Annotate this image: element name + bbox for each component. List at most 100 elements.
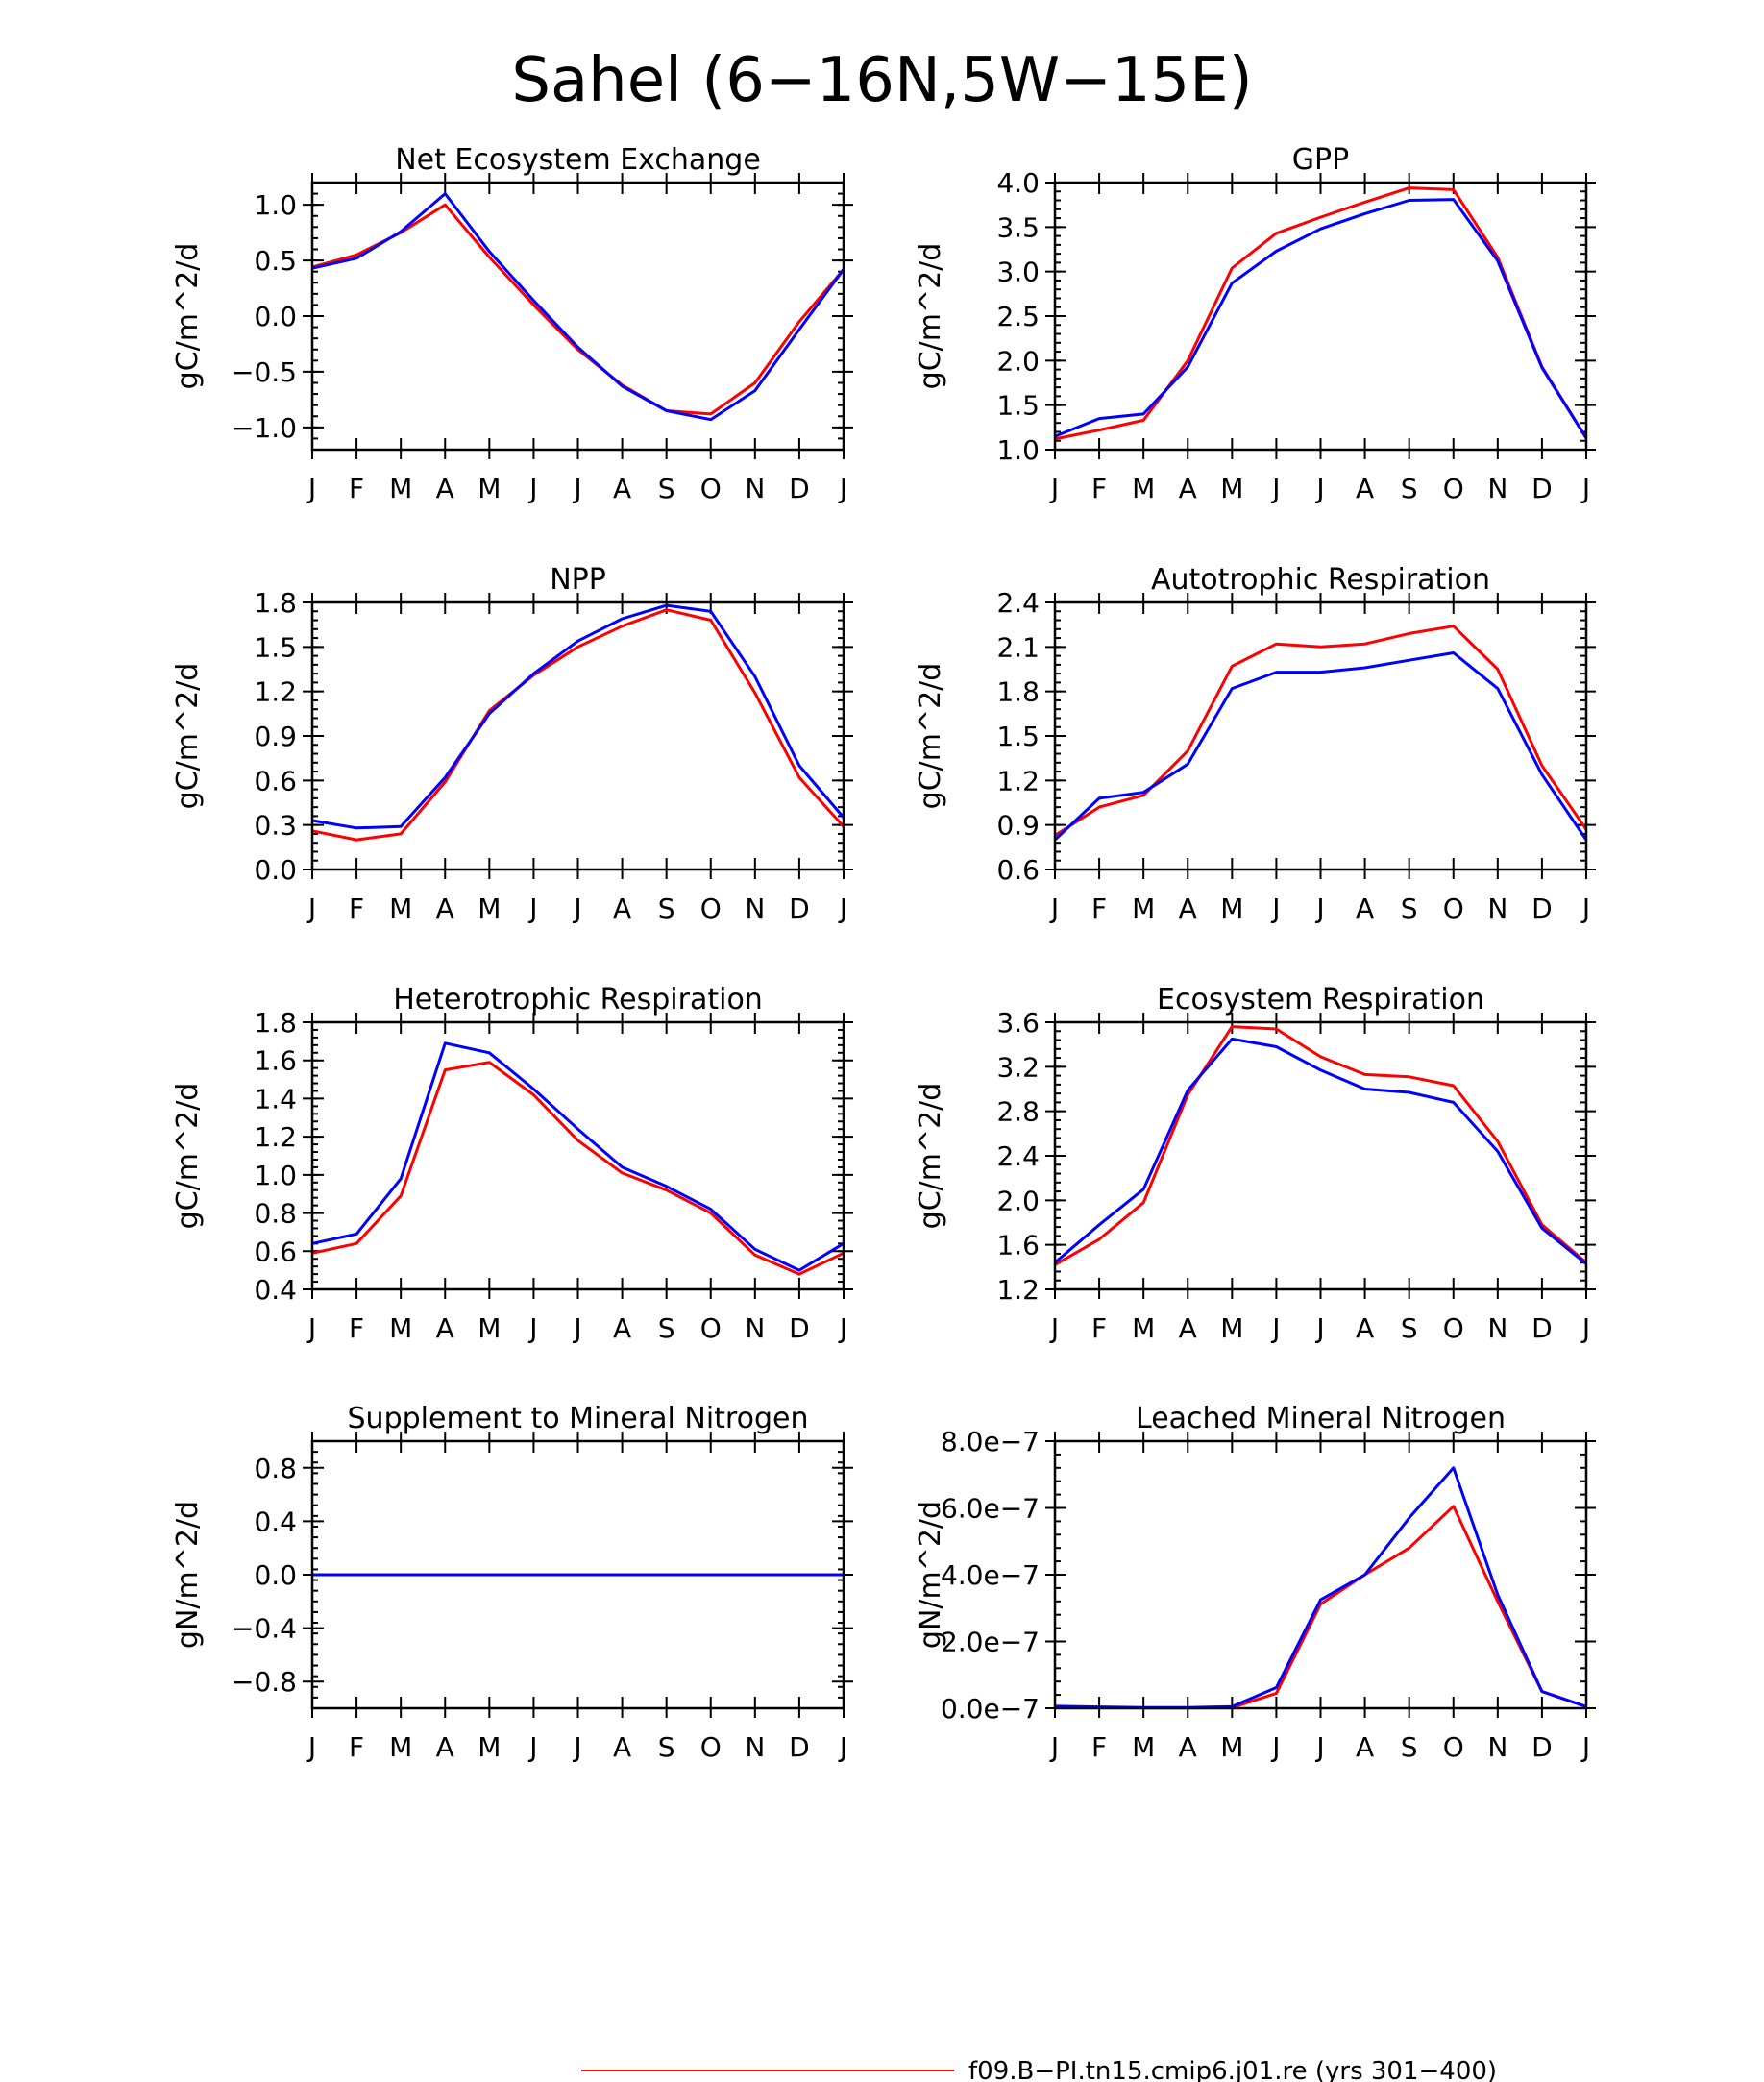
chart-title: Ecosystem Respiration — [1157, 983, 1484, 1017]
x-tick-label: S — [1401, 1312, 1418, 1344]
x-tick-label: N — [745, 893, 765, 924]
y-tick-label: 1.2 — [996, 1274, 1040, 1306]
x-tick-label: M — [1220, 1731, 1243, 1763]
y-tick-label: 0.0 — [254, 301, 297, 332]
x-tick-label: N — [1487, 893, 1507, 924]
x-tick-label: J — [838, 893, 847, 924]
x-tick-label: A — [613, 473, 631, 504]
x-tick-label: A — [613, 1731, 631, 1763]
x-tick-label: O — [1443, 893, 1464, 924]
x-tick-label: S — [658, 893, 675, 924]
x-tick-label: J — [1049, 1731, 1059, 1763]
y-tick-label: 0.4 — [254, 1274, 297, 1306]
x-tick-label: O — [700, 1312, 722, 1344]
x-tick-label: A — [1179, 1731, 1197, 1763]
x-tick-label: O — [1443, 1731, 1464, 1763]
y-tick-label: 2.0 — [996, 345, 1040, 377]
chart-panel-6: Supplement to Mineral Nitrogen gN/m^2/d −0… — [171, 1402, 853, 1763]
x-tick-label: J — [527, 1731, 537, 1763]
x-tick-label: J — [1314, 473, 1324, 504]
x-tick-label: J — [1270, 473, 1280, 504]
series-line-0 — [1054, 1505, 1587, 1710]
y-axis-label: gN/m^2/d — [914, 1501, 947, 1649]
x-tick-label: M — [1220, 893, 1243, 924]
y-tick-label: 1.6 — [996, 1230, 1040, 1261]
y-tick-label: 1.8 — [254, 587, 297, 619]
x-tick-label: F — [349, 893, 364, 924]
y-tick-label: 0.0 — [254, 854, 297, 886]
chart-title: GPP — [1292, 143, 1349, 177]
series-line-1 — [311, 603, 845, 830]
y-tick-label: 0.4 — [254, 1506, 297, 1537]
x-tick-label: J — [838, 1312, 847, 1344]
y-tick-label: 1.2 — [254, 1121, 297, 1153]
x-tick-label: D — [789, 893, 810, 924]
y-tick-label: 0.9 — [996, 810, 1040, 842]
x-tick-label: M — [389, 893, 412, 924]
x-tick-label: J — [572, 893, 581, 924]
x-tick-label: S — [1401, 473, 1418, 504]
y-axis-label: gC/m^2/d — [171, 1083, 205, 1230]
chart-title: Leached Mineral Nitrogen — [1136, 1402, 1506, 1435]
y-tick-label: 0.8 — [254, 1198, 297, 1230]
x-tick-label: J — [1580, 1731, 1590, 1763]
x-tick-label: A — [1179, 1312, 1197, 1344]
x-tick-label: M — [478, 1731, 501, 1763]
x-tick-label: N — [745, 1731, 765, 1763]
x-tick-label: S — [658, 1312, 675, 1344]
y-tick-label: 0.0e−7 — [941, 1693, 1040, 1725]
x-tick-label: F — [1091, 1312, 1107, 1344]
y-axis-label: gC/m^2/d — [914, 243, 947, 390]
series-line-1 — [1053, 651, 1588, 842]
series-line-1 — [311, 1041, 845, 1272]
x-tick-label: F — [349, 473, 364, 504]
y-tick-label: 6.0e−7 — [941, 1493, 1040, 1525]
x-tick-label: M — [478, 1312, 501, 1344]
x-tick-label: N — [1487, 1731, 1507, 1763]
x-tick-label: A — [436, 893, 454, 924]
x-tick-label: A — [436, 1731, 454, 1763]
y-tick-label: 1.2 — [996, 765, 1040, 796]
x-tick-label: J — [1314, 1312, 1324, 1344]
legend: f09.B−PI.tn15.cmip6.j01.re (yrs 301−400) — [581, 2057, 1497, 2082]
y-tick-label: 0.6 — [996, 854, 1040, 886]
x-tick-label: J — [306, 473, 316, 504]
y-axis-label: gC/m^2/d — [914, 1083, 947, 1230]
series-line-1 — [311, 192, 845, 422]
y-tick-label: 0.0 — [254, 1559, 297, 1591]
y-tick-label: 3.6 — [996, 1007, 1040, 1039]
chart-panel-3: Autotrophic Respiration gC/m^2/d 0.6 0.9 1.2… — [914, 563, 1596, 924]
figure-title: Sahel (6−16N,5W−15E) — [511, 45, 1252, 116]
x-tick-label: O — [1443, 1312, 1464, 1344]
plot-frame — [310, 600, 845, 871]
x-tick-label: M — [389, 473, 412, 504]
x-tick-label: N — [745, 1312, 765, 1344]
x-tick-label: M — [1132, 1731, 1155, 1763]
x-tick-label: S — [1401, 893, 1418, 924]
chart-panel-5: Ecosystem Respiration gC/m^2/d 1.2 1.6 2.0 2.… — [914, 983, 1596, 1344]
series-line-0 — [311, 608, 845, 842]
plot-frame — [1053, 600, 1588, 871]
y-axis-label: gC/m^2/d — [171, 663, 205, 810]
x-tick-label: S — [658, 1731, 675, 1763]
y-tick-label: 2.5 — [996, 301, 1040, 332]
x-tick-label: F — [1091, 893, 1107, 924]
y-tick-label: 2.4 — [996, 1140, 1040, 1172]
x-tick-label: J — [306, 1731, 316, 1763]
x-tick-label: D — [1531, 473, 1553, 504]
x-tick-label: A — [613, 1312, 631, 1344]
x-tick-label: J — [1580, 1312, 1590, 1344]
x-tick-label: A — [1356, 1312, 1374, 1344]
x-tick-label: M — [389, 1312, 412, 1344]
y-tick-label: −0.8 — [232, 1666, 297, 1698]
y-tick-label: 2.0 — [996, 1185, 1040, 1216]
x-tick-label: S — [658, 473, 675, 504]
x-tick-label: J — [1580, 473, 1590, 504]
y-tick-label: 0.6 — [254, 765, 297, 796]
x-tick-label: A — [1356, 473, 1374, 504]
y-tick-label: 3.2 — [996, 1051, 1040, 1083]
series-line-0 — [1054, 1025, 1587, 1266]
x-tick-label: J — [572, 1731, 581, 1763]
plot-frame — [310, 1439, 845, 1710]
